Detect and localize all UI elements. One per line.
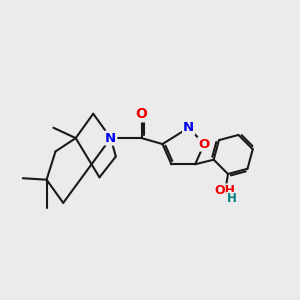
Text: O: O (136, 107, 148, 121)
Text: H: H (226, 192, 236, 206)
Text: N: N (183, 121, 194, 134)
Text: O: O (199, 138, 210, 151)
Text: N: N (105, 132, 116, 145)
Text: OH: OH (214, 184, 236, 197)
